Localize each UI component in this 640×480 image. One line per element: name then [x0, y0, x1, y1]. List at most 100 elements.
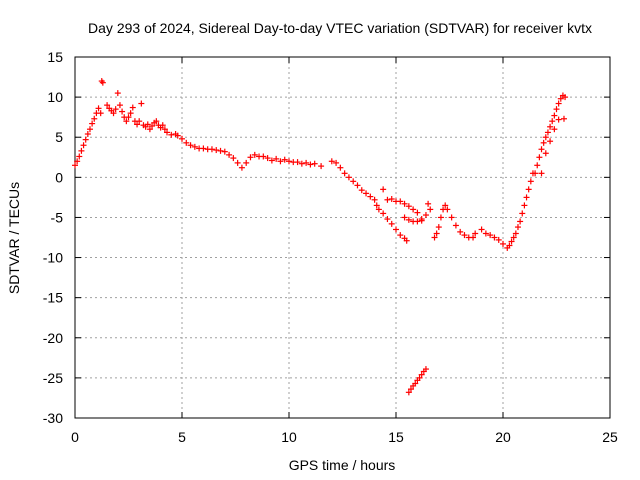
data-point	[251, 151, 258, 158]
y-tick-label: 0	[55, 169, 63, 185]
data-point	[307, 161, 314, 168]
y-tick-label: 15	[47, 49, 63, 65]
data-points	[72, 78, 569, 396]
data-point	[422, 212, 429, 219]
data-point	[72, 162, 78, 169]
data-point	[472, 230, 479, 237]
x-tick-label: 15	[388, 429, 404, 445]
data-point	[375, 206, 382, 213]
data-point	[333, 159, 340, 166]
data-point	[534, 162, 541, 169]
data-point	[286, 158, 292, 165]
chart-title: Day 293 of 2024, Sidereal Day-to-day VTE…	[88, 20, 592, 36]
data-point	[311, 160, 318, 167]
data-point	[174, 132, 181, 139]
data-point	[542, 134, 549, 141]
data-point	[230, 155, 237, 162]
y-tick-label: -5	[51, 209, 64, 225]
data-point	[553, 106, 560, 113]
data-point	[457, 228, 464, 235]
y-tick-label: -30	[43, 410, 63, 426]
data-point	[164, 129, 171, 136]
data-point	[183, 139, 190, 146]
data-point	[384, 216, 391, 223]
data-point	[407, 386, 414, 393]
data-point	[146, 126, 153, 133]
data-point	[281, 156, 288, 163]
data-point	[523, 194, 530, 201]
data-point	[514, 224, 521, 231]
data-point	[144, 121, 151, 128]
data-point	[405, 203, 412, 210]
data-point	[519, 210, 526, 217]
data-point	[260, 153, 267, 160]
data-point	[551, 126, 558, 133]
data-point	[425, 200, 432, 207]
data-point	[277, 158, 284, 165]
data-point	[294, 159, 301, 166]
data-point	[298, 160, 305, 167]
data-point	[500, 240, 506, 247]
data-point	[427, 206, 434, 213]
data-point	[104, 102, 111, 109]
data-point	[540, 139, 547, 146]
data-point	[138, 100, 145, 107]
y-tick-label: -25	[43, 370, 63, 386]
data-point	[393, 226, 399, 233]
data-point	[149, 122, 156, 129]
x-tick-label: 0	[71, 429, 79, 445]
data-point	[168, 131, 175, 138]
data-point	[318, 163, 325, 170]
data-point	[442, 202, 449, 209]
data-point	[549, 118, 556, 125]
data-point	[273, 155, 280, 162]
data-point	[125, 114, 132, 121]
data-point	[119, 108, 126, 115]
data-point	[112, 106, 119, 113]
data-point	[517, 218, 524, 225]
data-point	[153, 118, 160, 125]
data-point	[134, 121, 141, 128]
data-point	[410, 206, 417, 213]
data-point	[78, 147, 85, 154]
data-point	[544, 129, 551, 136]
data-point	[354, 182, 361, 189]
data-point	[243, 159, 250, 166]
data-point	[208, 146, 215, 153]
data-point	[510, 234, 517, 241]
data-point	[129, 104, 136, 111]
data-point	[532, 170, 539, 177]
data-point	[521, 202, 528, 209]
x-tick-label: 5	[178, 429, 186, 445]
data-point	[337, 164, 344, 171]
data-point	[268, 157, 275, 164]
data-point	[405, 389, 412, 396]
data-point	[418, 371, 425, 378]
x-tick-label: 20	[495, 429, 511, 445]
data-point	[416, 374, 423, 381]
data-point	[397, 232, 404, 239]
data-point	[414, 218, 421, 225]
data-point	[401, 200, 408, 207]
y-tick-label: 10	[47, 89, 63, 105]
data-point	[187, 142, 194, 149]
data-point	[367, 193, 374, 200]
plot-frame	[74, 56, 611, 419]
data-point	[448, 214, 455, 221]
data-point	[350, 178, 357, 185]
data-point	[487, 232, 494, 239]
data-point	[76, 153, 83, 160]
data-point	[491, 234, 498, 241]
data-point	[95, 105, 102, 112]
data-point	[401, 214, 408, 221]
x-axis-label: GPS time / hours	[289, 457, 396, 473]
y-axis-label: SDTVAR / TECUs	[6, 182, 22, 294]
y-tick-label: -20	[43, 330, 63, 346]
data-point	[405, 216, 412, 223]
data-point	[536, 154, 543, 161]
data-point	[412, 380, 419, 387]
data-point	[547, 123, 554, 130]
y-tick-label: 5	[55, 129, 63, 145]
data-point	[418, 217, 425, 224]
